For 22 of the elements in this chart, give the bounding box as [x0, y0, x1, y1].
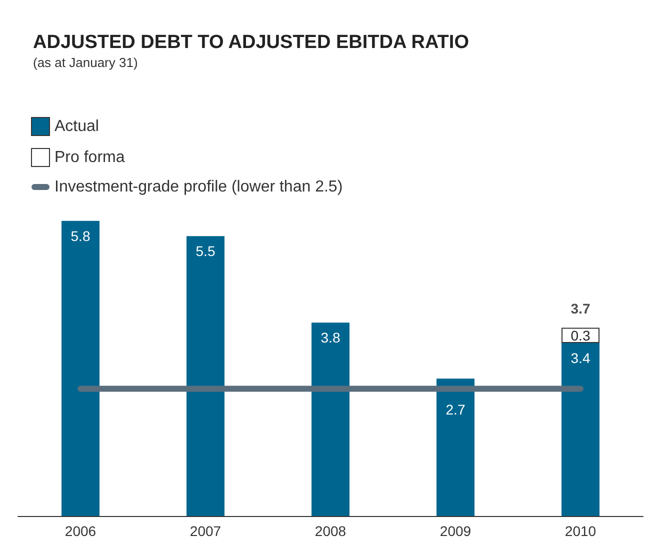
bar — [62, 220, 100, 516]
data-label: 2.7 — [446, 402, 466, 418]
x-tick-label: 2007 — [190, 523, 222, 539]
data-label: 5.8 — [70, 228, 90, 244]
data-label: 3.8 — [320, 330, 340, 346]
x-tick-label: 2006 — [64, 523, 96, 539]
legend-label: Actual — [54, 118, 99, 135]
legend-label: Pro forma — [54, 149, 125, 166]
x-tick-label: 2010 — [564, 523, 596, 539]
chart-title: ADJUSTED DEBT TO ADJUSTED EBITDA RATIO — [33, 32, 469, 53]
x-tick-label: 2008 — [314, 523, 346, 539]
chart-subtitle: (as at January 31) — [33, 55, 138, 70]
bar — [186, 236, 224, 516]
legend-label: Investment-grade profile (lower than 2.5) — [54, 178, 343, 196]
data-label: 3.4 — [570, 350, 590, 366]
bar — [436, 378, 474, 516]
bar — [562, 342, 600, 516]
x-tick-label: 2009 — [440, 523, 472, 539]
total-label: 3.7 — [570, 300, 590, 317]
data-label: 5.5 — [196, 243, 216, 260]
bar — [312, 322, 350, 516]
data-label: 0.3 — [570, 327, 590, 344]
